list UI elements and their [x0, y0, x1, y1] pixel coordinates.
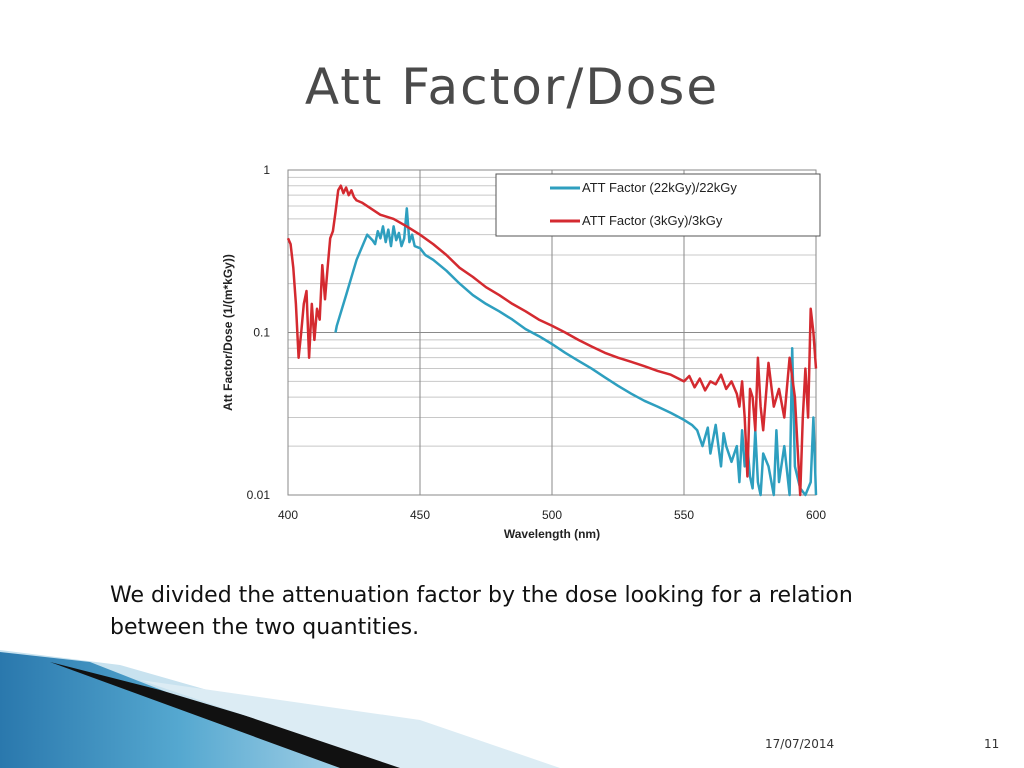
legend-box — [495, 173, 821, 237]
x-tick-label: 550 — [674, 508, 694, 522]
legend-label-1: ATT Factor (22kGy)/22kGy — [582, 180, 737, 195]
body-text: We divided the attenuation factor by the… — [110, 583, 853, 640]
series-line-2 — [286, 184, 818, 497]
legend-label-2: ATT Factor (3kGy)/3kGy — [582, 213, 723, 228]
x-tick-label: 400 — [278, 508, 298, 522]
footer-date: 17/07/2014 — [765, 737, 835, 751]
x-tick-label: 450 — [410, 508, 430, 522]
x-tick-label: 500 — [542, 508, 562, 522]
page-number: 11 — [984, 737, 1000, 751]
y-axis-label: Att Factor/Dose (1/(m*kGy)) — [221, 254, 235, 411]
series-line-1 — [334, 207, 818, 497]
decor-wave-pale — [140, 680, 560, 768]
x-tick-label: 600 — [806, 508, 826, 522]
slide-title: Att Factor/Dose — [304, 58, 720, 116]
y-tick-label: 0.1 — [253, 326, 270, 340]
x-axis-label: Wavelength (nm) — [504, 527, 600, 541]
y-tick-label: 1 — [263, 163, 270, 177]
y-tick-label: 0.01 — [247, 488, 271, 502]
